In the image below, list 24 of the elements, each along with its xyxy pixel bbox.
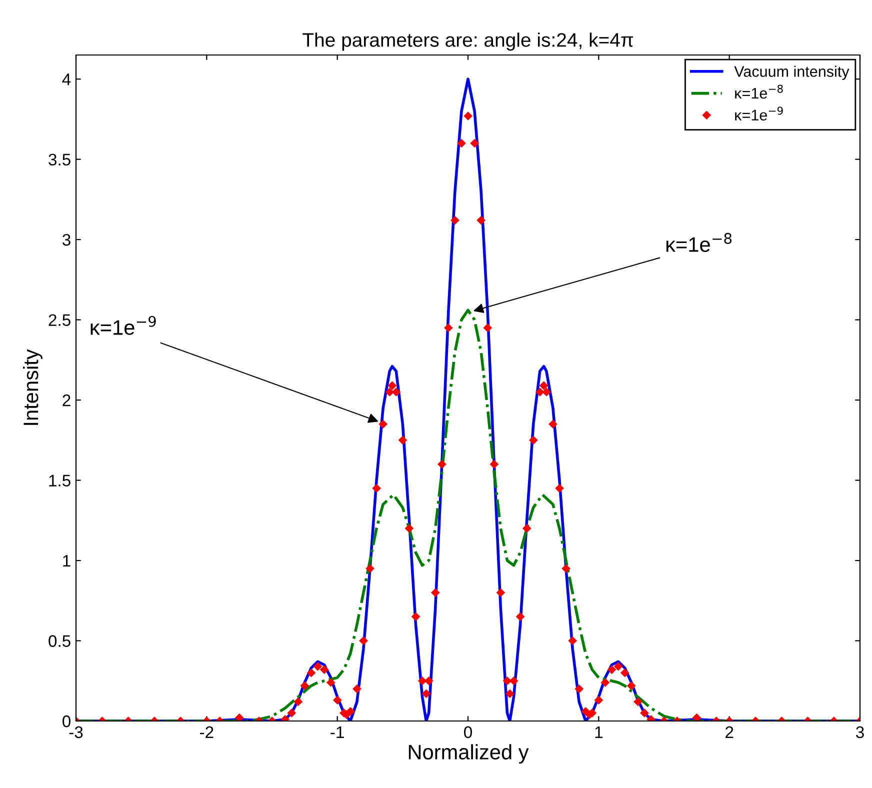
x-tick-label: -2 [200, 726, 214, 738]
legend-label: Vacuum intensity [734, 66, 850, 80]
y-tick-label: 2.5 [48, 314, 70, 326]
y-tick-label: 1.5 [49, 474, 70, 486]
x-tick-label: 0 [464, 726, 472, 738]
annotation: κ=1e$^{−9}$ [90, 316, 156, 335]
annotation: κ=1e$^{−8}$ [666, 232, 732, 252]
y-tick-label: 2 [62, 394, 70, 406]
y-tick-label: 0.5 [48, 635, 70, 647]
y-tick-label: 0 [62, 715, 70, 728]
y-tick-label: 1 [63, 555, 70, 567]
y-axis-title: Intensity [22, 349, 42, 425]
y-tick-label: 3.5 [48, 154, 70, 166]
y-tick-label: 3 [62, 234, 70, 246]
chart-title: The parameters are: angle is:24, k=4π [302, 32, 634, 51]
y-tick-label: 4 [62, 74, 71, 86]
x-tick-label: -3 [69, 726, 83, 738]
x-tick-label: 1 [595, 726, 602, 738]
x-tick-label: 3 [856, 726, 864, 738]
x-tick-label: -1 [330, 726, 344, 738]
legend-label: κ=1e$^{−8}$ [735, 84, 783, 99]
x-tick-label: 2 [726, 726, 734, 738]
x-axis-title: Normalized y [408, 744, 529, 764]
legend-label: κ=1e$^{−9}$ [735, 106, 783, 121]
